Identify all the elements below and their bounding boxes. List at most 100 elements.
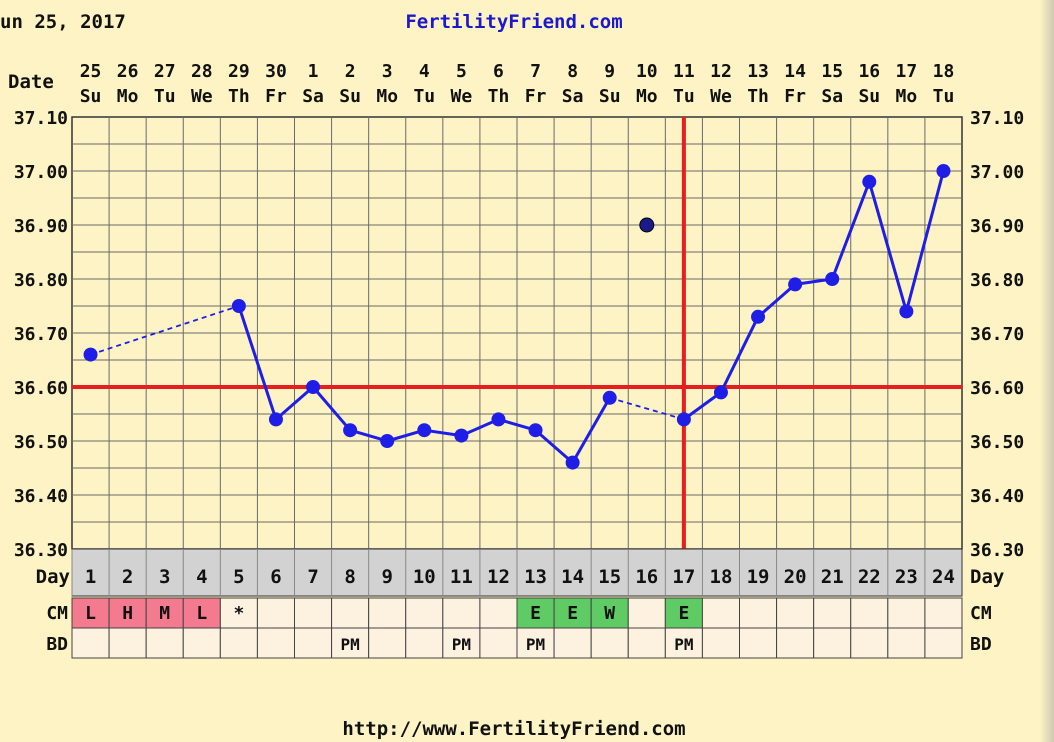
bd-value: PM: [526, 635, 545, 654]
x-tick-date: 5: [456, 61, 467, 82]
series-line: [571, 397, 612, 464]
cm-value: *: [233, 603, 244, 624]
series-line: [867, 181, 908, 312]
window-edge: [1040, 0, 1054, 742]
cm-cell: [590, 597, 629, 629]
footer-url[interactable]: http://www.FertilityFriend.com: [342, 718, 685, 740]
y-tick-label-left: 36.60: [14, 378, 68, 399]
cm-value: W: [604, 603, 615, 624]
x-tick-weekday: Tu: [413, 86, 435, 107]
x-tick-weekday: Su: [339, 86, 361, 107]
y-tick-label-right: 37.10: [970, 108, 1024, 129]
x-tick-weekday: Th: [228, 86, 250, 107]
bd-cell: [813, 627, 852, 659]
x-tick-weekday: Su: [858, 86, 880, 107]
cm-value: L: [196, 603, 207, 624]
bd-cell: [701, 627, 741, 659]
series-line: [274, 385, 315, 421]
cycle-day-label: 8: [344, 566, 355, 588]
cycle-day-label: 4: [196, 566, 207, 588]
bd-cell: [553, 627, 592, 659]
y-tick-label-right: 36.30: [970, 540, 1024, 561]
cycle-day-label: 23: [895, 566, 918, 588]
x-tick-weekday: Sa: [821, 86, 843, 107]
cm-cell: [850, 597, 889, 629]
x-tick-date: 18: [933, 61, 955, 82]
temp-point: [825, 272, 840, 286]
x-tick-date: 3: [382, 61, 393, 82]
cm-cell: [924, 597, 963, 629]
temp-point: [454, 428, 469, 443]
cycle-day-label: 1: [85, 566, 96, 588]
cm-cell: [108, 597, 147, 629]
cm-row-label-right: CM: [970, 603, 992, 624]
cycle-day-label: 24: [932, 566, 955, 588]
day-row-label: Day: [36, 566, 70, 588]
cycle-day-label: 20: [784, 566, 807, 588]
cm-cell: [294, 597, 333, 629]
cm-cell: [739, 597, 778, 629]
cm-cell: [331, 597, 370, 629]
bd-value: PM: [340, 635, 359, 654]
bd-cell: [664, 627, 703, 659]
temp-point: [306, 380, 321, 394]
x-tick-weekday: Mo: [117, 86, 139, 107]
temp-point: [676, 412, 691, 427]
bd-cell: [294, 627, 333, 659]
series-line: [830, 181, 871, 280]
cycle-day-label: 15: [598, 566, 621, 588]
cycle-day-label: 2: [122, 566, 133, 588]
x-tick-date: 27: [154, 61, 176, 82]
day-row-label-right: Day: [970, 566, 1004, 588]
cm-value: H: [122, 603, 133, 624]
x-tick-date: 6: [493, 61, 504, 82]
cycle-day-label: 5: [233, 566, 244, 588]
x-tick-date: 30: [265, 61, 287, 82]
cycle-day-label: 7: [307, 566, 318, 588]
site-title[interactable]: FertilityFriend.com: [405, 11, 622, 33]
y-tick-label-right: 36.50: [970, 432, 1024, 453]
y-tick-label-left: 36.50: [14, 432, 68, 453]
cycle-day-label: 16: [635, 566, 658, 588]
cm-row-label: CM: [46, 603, 68, 624]
y-tick-label-left: 36.90: [14, 216, 68, 237]
x-tick-date: 1: [308, 61, 319, 82]
x-tick-date: 11: [673, 61, 695, 82]
series-gap-line: [90, 305, 240, 356]
x-tick-weekday: Tu: [154, 86, 176, 107]
bd-cell: [739, 627, 778, 659]
temp-point: [528, 423, 543, 438]
bd-cell: [627, 627, 666, 659]
y-tick-label-left: 36.70: [14, 324, 68, 345]
bd-cell: [887, 627, 926, 659]
series-line: [757, 283, 797, 318]
cycle-day-label: 17: [672, 566, 695, 588]
bd-row-label: BD: [46, 634, 68, 655]
bd-cell: [368, 627, 407, 659]
discarded-temp-point: [639, 217, 655, 233]
cycle-day-label: 22: [858, 566, 881, 588]
series-line: [682, 391, 722, 421]
cycle-day-label: 13: [524, 566, 547, 588]
cycle-day-label: 21: [821, 566, 844, 588]
cycle-day-label: 6: [270, 566, 281, 588]
x-tick-weekday: Th: [747, 86, 769, 107]
series-line: [904, 170, 945, 312]
x-tick-weekday: We: [191, 86, 213, 107]
bd-cell: [71, 627, 110, 659]
y-tick-label-right: 37.00: [970, 162, 1024, 183]
temp-point: [936, 164, 951, 178]
bd-cell: [145, 627, 184, 659]
cm-value: L: [85, 603, 96, 624]
y-tick-label-left: 36.80: [14, 270, 68, 291]
cycle-day-label: 18: [710, 566, 733, 588]
x-tick-date: 16: [858, 61, 880, 82]
bd-cell: [219, 627, 258, 659]
bd-row-label-right: BD: [970, 634, 992, 655]
bd-cell: [182, 627, 221, 659]
temp-point: [862, 174, 877, 189]
x-tick-weekday: Fr: [265, 86, 287, 107]
cm-cell: [405, 597, 444, 629]
temp-point: [417, 423, 432, 438]
